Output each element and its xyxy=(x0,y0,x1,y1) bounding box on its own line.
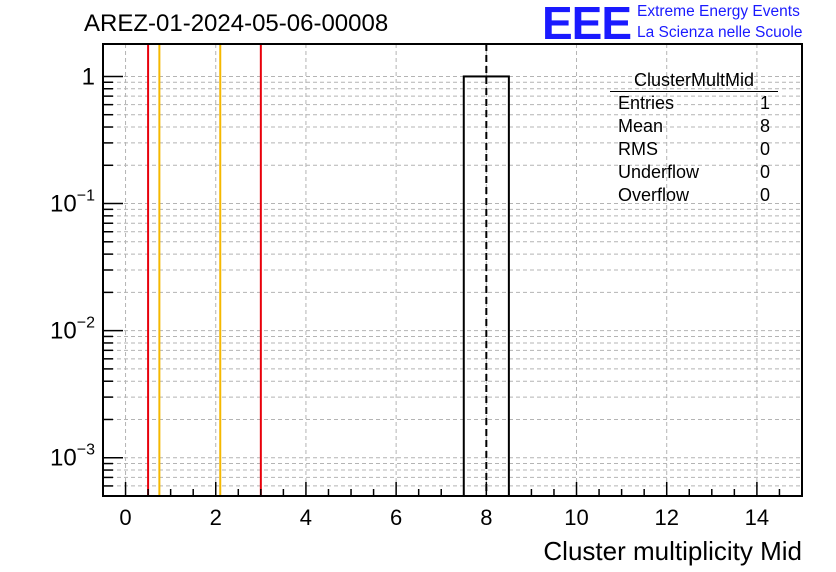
y-tick-label: 10−3 xyxy=(50,442,95,472)
run-title: AREZ-01-2024-05-06-00008 xyxy=(84,10,389,37)
x-tick-label: 14 xyxy=(745,505,769,530)
x-axis-title: Cluster multiplicity Mid xyxy=(543,536,802,566)
stats-row-entries: Entries 1 xyxy=(610,92,778,115)
stats-label: Mean xyxy=(618,116,664,136)
stats-value: 0 xyxy=(759,162,770,182)
y-tick-label: 1 xyxy=(82,63,95,90)
stats-value: 0 xyxy=(759,139,770,159)
reference-lines xyxy=(147,44,262,496)
x-tick-label: 6 xyxy=(390,505,402,530)
stats-row-mean: Mean 8 xyxy=(610,115,778,138)
stats-label: Entries xyxy=(618,93,675,113)
logo-line-2: La Scienza nelle Scuole xyxy=(637,24,803,41)
grid-lines xyxy=(103,44,802,497)
stats-box: ClusterMultMid Entries 1 Mean 8 RMS 0 Un… xyxy=(610,70,778,207)
logo-line-1: Extreme Energy Events xyxy=(637,3,800,20)
stats-row-underflow: Underflow 0 xyxy=(610,161,778,184)
stats-title: ClusterMultMid xyxy=(610,70,778,92)
stats-label: Overflow xyxy=(618,185,690,205)
x-tick-label: 0 xyxy=(119,505,131,530)
y-tick-label: 10−1 xyxy=(50,188,95,218)
x-tick-label: 4 xyxy=(300,505,312,530)
stats-value: 1 xyxy=(759,93,770,113)
stats-label: RMS xyxy=(618,139,658,159)
y-tick-label: 10−2 xyxy=(50,315,95,345)
eee-logo: EEE xyxy=(542,0,632,49)
stats-value: 8 xyxy=(759,116,770,136)
stats-row-overflow: Overflow 0 xyxy=(610,184,778,207)
x-tick-label: 2 xyxy=(210,505,222,530)
x-tick-label: 10 xyxy=(564,505,588,530)
axis-ticks xyxy=(103,75,803,497)
x-tick-label: 12 xyxy=(654,505,678,530)
stats-label: Underflow xyxy=(618,162,700,182)
stats-value: 0 xyxy=(759,185,770,205)
stats-row-rms: RMS 0 xyxy=(610,138,778,161)
x-tick-label: 8 xyxy=(480,505,492,530)
